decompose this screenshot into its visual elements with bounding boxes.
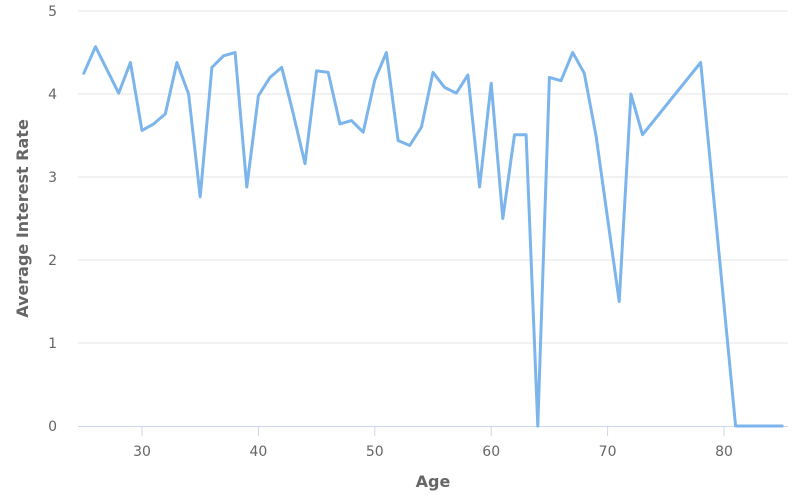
y-tick-label: 0: [48, 419, 57, 435]
x-axis-ticks: [141, 426, 725, 436]
y-tick-label: 4: [48, 87, 57, 103]
y-tick-label: 1: [48, 336, 57, 352]
y-tick-label: 5: [48, 4, 57, 20]
series-line: [82, 45, 784, 428]
y-tick-label: 3: [48, 170, 57, 186]
x-tick-label: 60: [482, 444, 500, 460]
x-axis-tick-labels: 30 40 50 60 70 80: [133, 444, 733, 460]
x-tick-label: 80: [715, 444, 733, 460]
y-tick-label: 2: [48, 253, 57, 269]
y-axis-title: Average Interest Rate: [13, 119, 32, 318]
y-axis-tick-labels: 0 1 2 3 4 5: [48, 4, 57, 435]
x-tick-label: 50: [366, 444, 384, 460]
x-tick-label: 40: [249, 444, 267, 460]
y-gridlines: [78, 10, 788, 344]
x-axis-title: Age: [416, 472, 451, 491]
x-tick-label: 70: [599, 444, 617, 460]
x-tick-label: 30: [133, 444, 151, 460]
